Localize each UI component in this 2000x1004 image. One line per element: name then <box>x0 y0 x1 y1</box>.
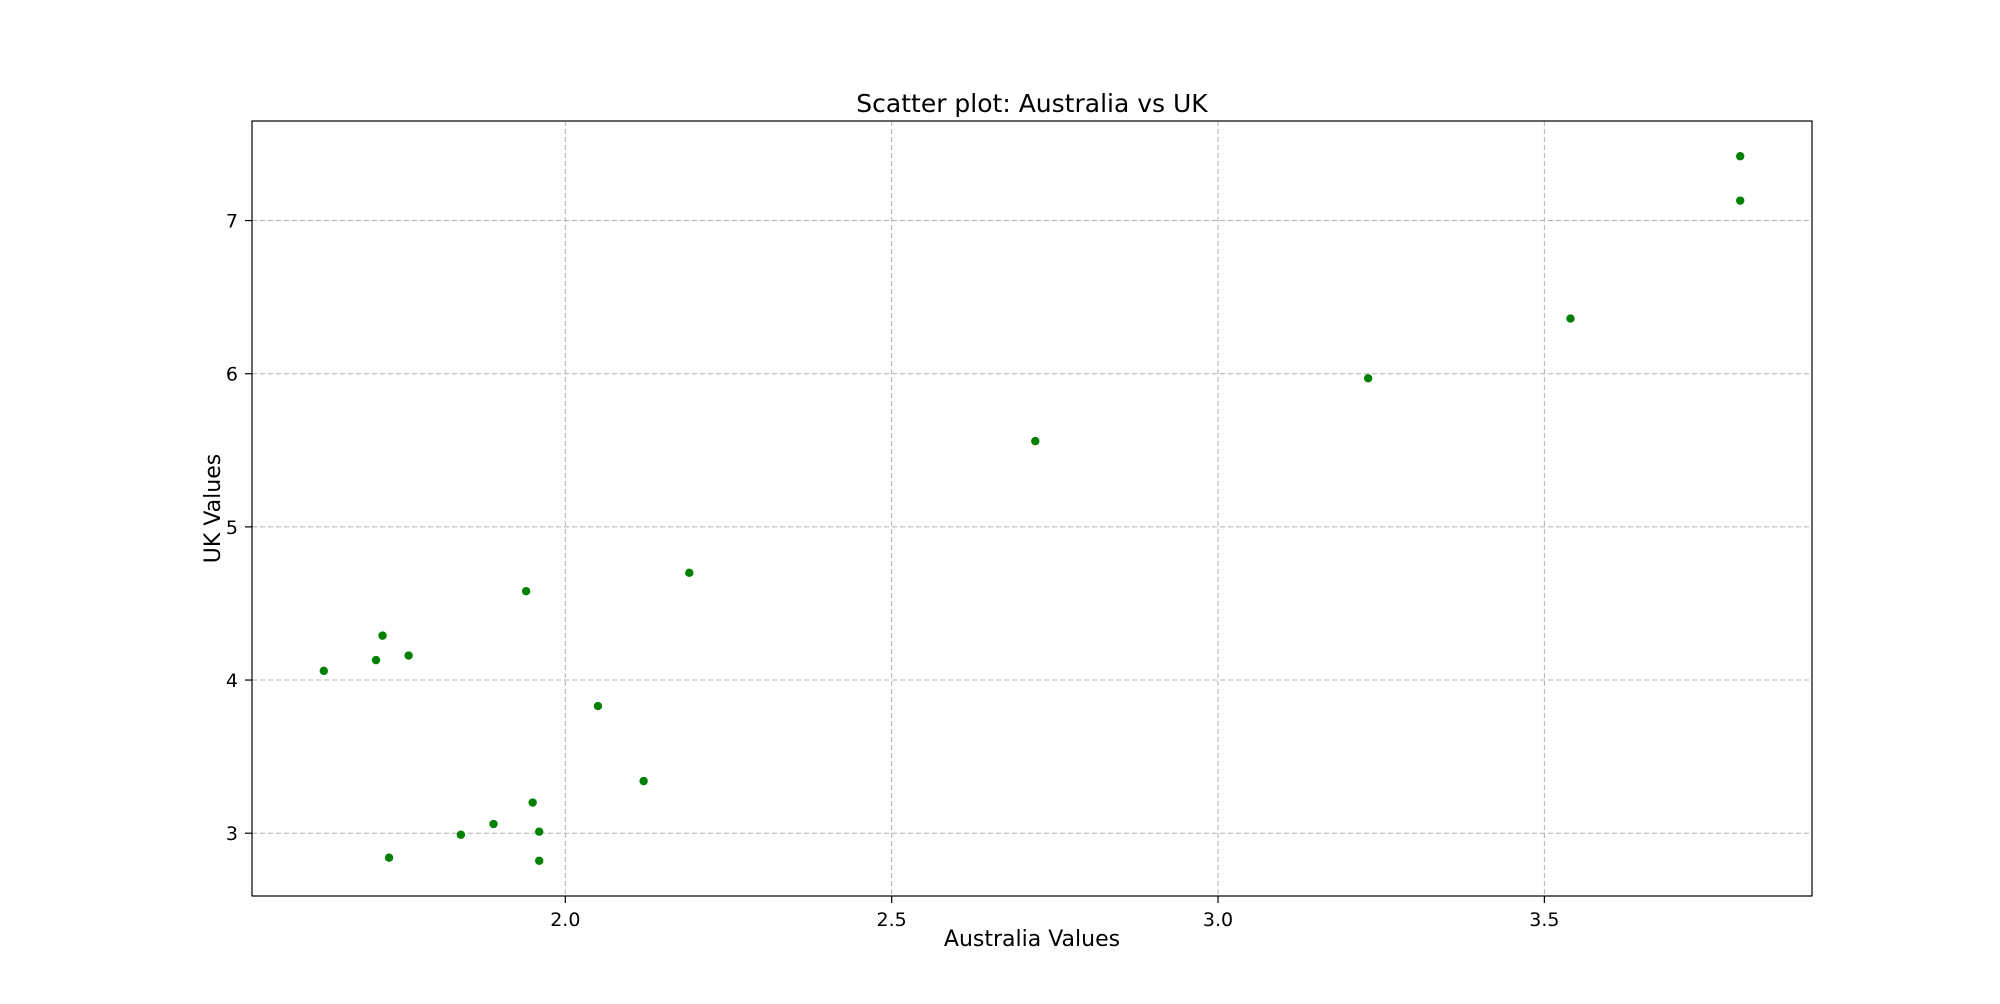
data-point <box>1736 152 1745 161</box>
axis-ticks: 2.0 2.5 3.0 3.5 3 4 5 6 7 <box>226 211 1560 931</box>
grid <box>252 121 1812 896</box>
data-point <box>1566 314 1575 323</box>
data-point <box>593 701 603 711</box>
data-point <box>456 830 466 839</box>
y-tick-label: 4 <box>226 670 238 692</box>
x-tick-label: 3.5 <box>1529 909 1559 931</box>
data-point <box>371 655 381 665</box>
data-point <box>384 853 394 862</box>
x-axis-label: Australia Values <box>944 927 1120 952</box>
y-axis-label: UK Values <box>201 454 226 563</box>
data-point <box>534 856 544 865</box>
data-point <box>404 651 413 660</box>
plot-frame <box>251 120 1813 897</box>
data-point <box>489 819 498 829</box>
data-point <box>319 666 328 676</box>
data-point <box>528 798 537 807</box>
y-tick-label: 3 <box>226 823 238 845</box>
y-tick-label: 7 <box>226 211 238 233</box>
y-tick-label: 5 <box>226 517 238 539</box>
data-point <box>1736 196 1745 205</box>
y-tick-label: 6 <box>226 364 238 386</box>
chart-title: Scatter plot: Australia vs UK <box>856 89 1208 118</box>
data-point <box>1031 436 1040 446</box>
x-tick-label: 2.0 <box>550 909 580 931</box>
data-point <box>521 587 531 596</box>
data-point <box>639 776 648 786</box>
x-tick-label: 2.5 <box>877 909 907 931</box>
data-points <box>319 152 1745 865</box>
data-point <box>685 568 694 578</box>
x-tick-label: 3.0 <box>1203 909 1233 931</box>
data-point <box>534 827 544 836</box>
data-point <box>1363 374 1373 383</box>
data-point <box>378 631 387 640</box>
